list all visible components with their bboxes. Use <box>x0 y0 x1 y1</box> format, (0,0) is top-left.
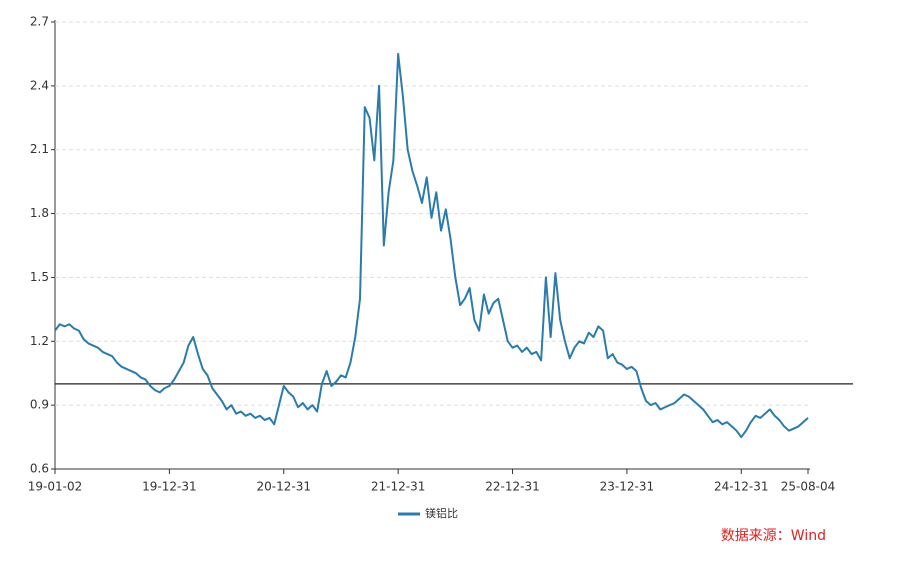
x-tick-label: 21-12-31 <box>371 480 425 494</box>
x-tick-label: 19-01-02 <box>28 480 82 494</box>
x-tick-label: 24-12-31 <box>714 480 768 494</box>
x-tick-label: 20-12-31 <box>257 480 311 494</box>
series-line <box>54 52 809 439</box>
y-tick-label: 2.1 <box>30 142 49 156</box>
x-tick-label: 25-08-04 <box>781 480 835 494</box>
x-tick-label: 23-12-31 <box>600 480 654 494</box>
y-tick-label: 2.4 <box>30 78 49 92</box>
y-tick-label: 1.8 <box>30 206 49 220</box>
y-tick-label: 1.5 <box>30 270 49 284</box>
y-tick-label: 0.9 <box>30 398 49 412</box>
x-tick-label: 19-12-31 <box>142 480 196 494</box>
source-note: 数据来源：Wind <box>721 528 826 544</box>
y-tick-label: 1.2 <box>30 334 49 348</box>
y-tick-label: 2.7 <box>30 15 49 29</box>
y-tick-label: 0.6 <box>30 462 49 476</box>
legend-label: 镁铝比 <box>425 506 458 520</box>
x-tick-label: 22-12-31 <box>485 480 539 494</box>
